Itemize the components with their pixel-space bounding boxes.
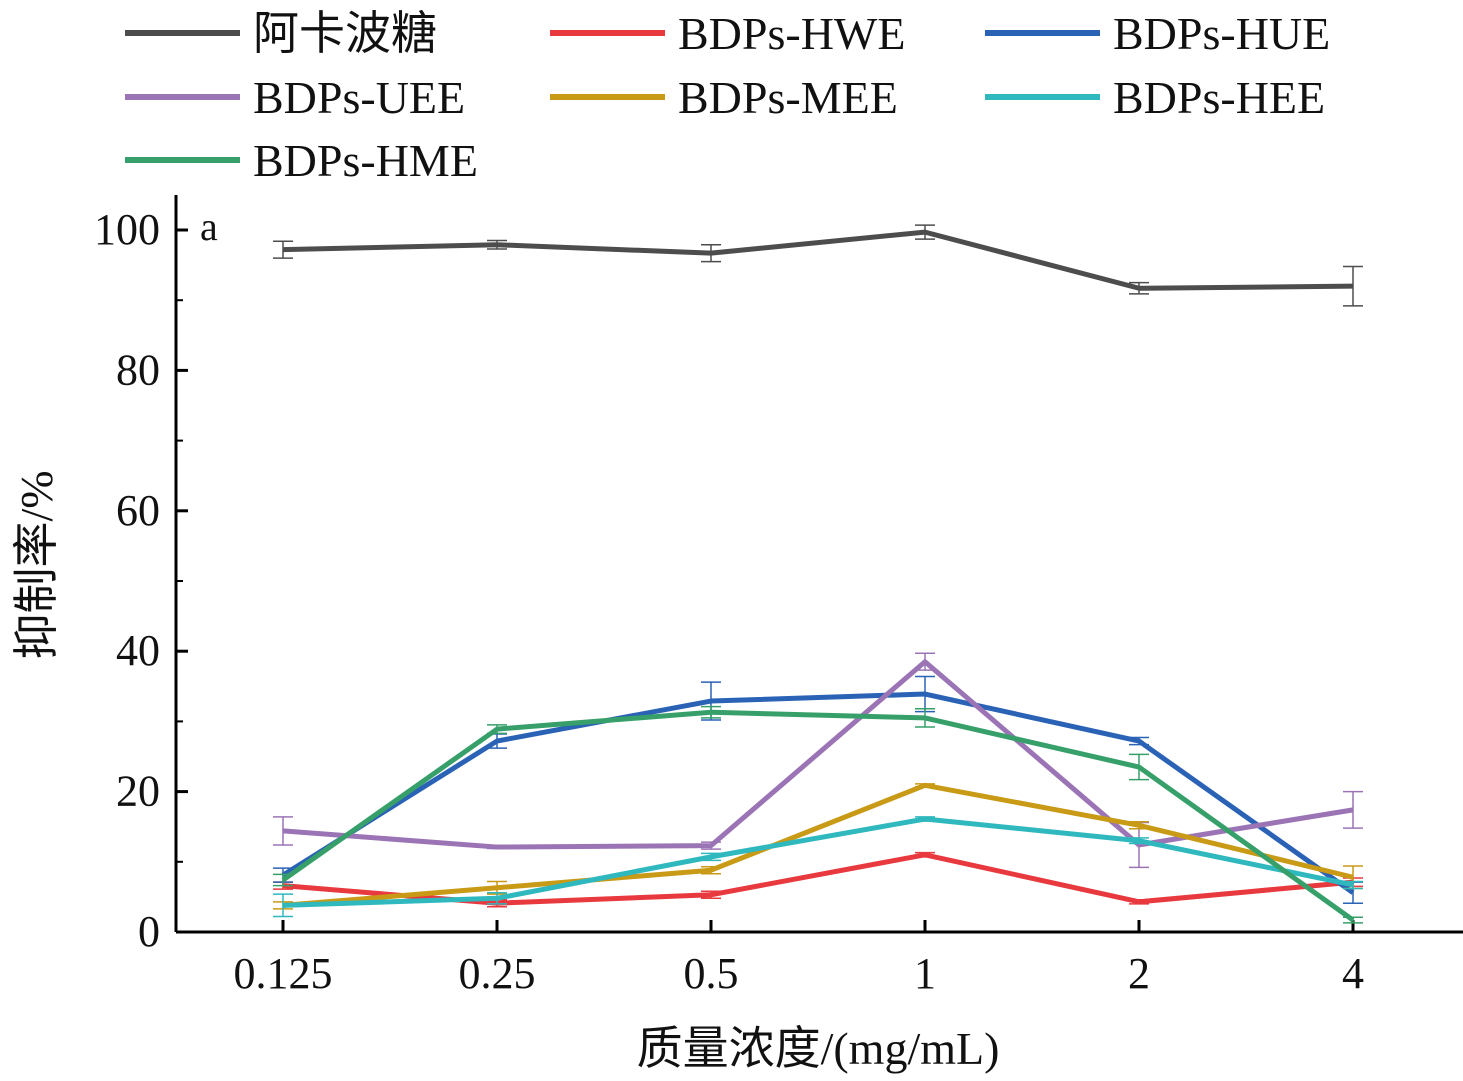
x-axis-label: 质量浓度/(mg/mL) [637, 1023, 1000, 1074]
x-tick-label: 0.125 [234, 949, 333, 998]
y-tick-label: 20 [116, 767, 160, 816]
x-tick-label: 4 [1342, 949, 1364, 998]
series-group [273, 225, 1363, 923]
legend-label: BDPs-UEE [253, 72, 465, 123]
series-line [283, 232, 1353, 288]
series-line [283, 855, 1353, 903]
series-line [283, 662, 1353, 847]
legend-label: BDPs-HEE [1113, 72, 1325, 123]
y-tick-label: 60 [116, 486, 160, 535]
x-tick-label: 0.5 [684, 949, 739, 998]
series-阿卡波糖 [273, 225, 1363, 306]
legend-label: BDPs-MEE [678, 72, 898, 123]
series-BDPs-HEE [273, 817, 1363, 917]
series-line [283, 712, 1353, 920]
series-BDPs-UEE [273, 653, 1363, 867]
legend-label: 阿卡波糖 [253, 8, 437, 59]
series-BDPs-HUE [273, 676, 1363, 903]
series-line [283, 694, 1353, 893]
x-tick-label: 0.25 [459, 949, 536, 998]
panel-label: a [200, 204, 218, 249]
y-tick-label: 0 [138, 907, 160, 956]
legend-label: BDPs-HWE [678, 8, 905, 59]
y-tick-label: 100 [94, 205, 160, 254]
y-axis-label: 抑制率/% [11, 470, 62, 659]
y-tick-label: 80 [116, 345, 160, 394]
series-BDPs-MEE [273, 784, 1363, 909]
legend: 阿卡波糖 BDPs-HWE BDPs-HUE BDPs-UEE BDPs-MEE BDPs… [125, 8, 1330, 186]
legend-label: BDPs-HME [253, 135, 478, 186]
legend-label: BDPs-HUE [1113, 8, 1330, 59]
x-tick-label: 2 [1128, 949, 1150, 998]
x-tick-label: 1 [914, 949, 936, 998]
y-tick-label: 40 [116, 626, 160, 675]
